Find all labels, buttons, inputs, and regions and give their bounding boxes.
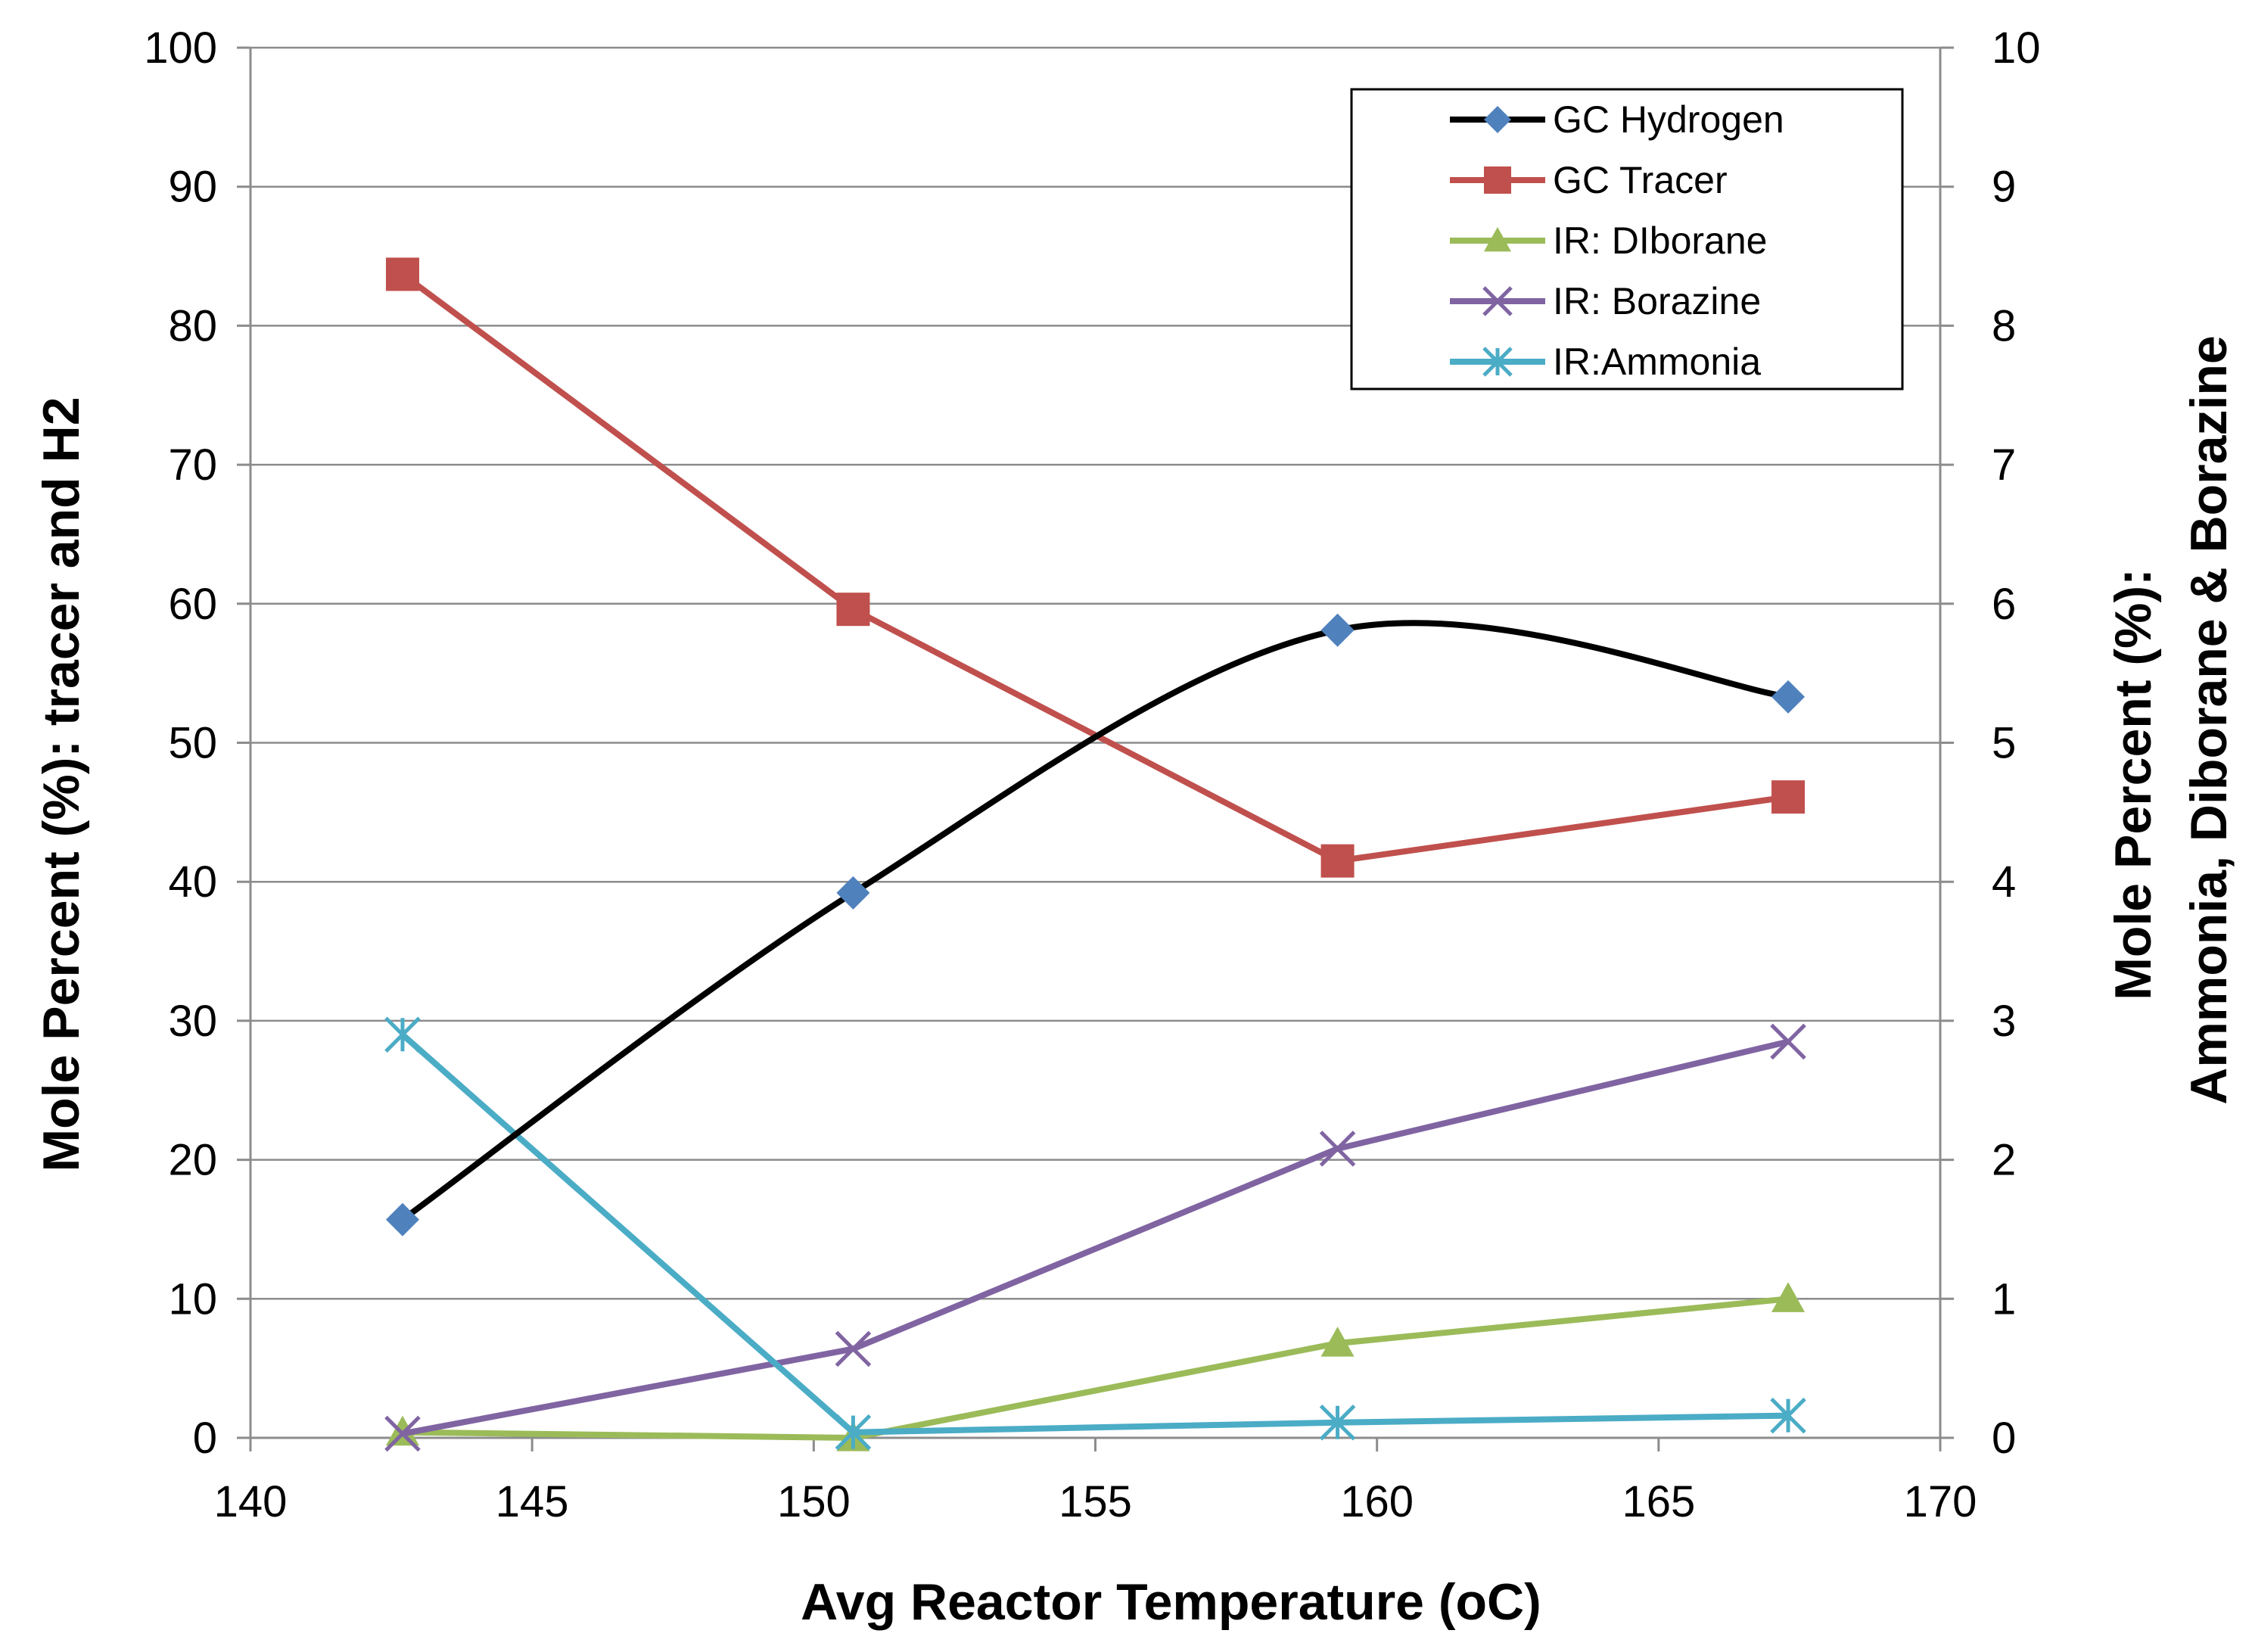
series-ir-ammonia — [384, 1016, 1806, 1451]
data-point-diamond — [385, 1202, 419, 1237]
x-tick-label: 150 — [777, 1477, 851, 1526]
data-point-x — [1770, 1023, 1806, 1060]
y-tick-label-right: 2 — [1992, 1136, 2016, 1185]
series-ir-diborane — [385, 1282, 1806, 1451]
legend-item-ir-borazine: IR: Borazine — [1450, 280, 1761, 322]
y-tick-label-left: 80 — [168, 301, 217, 350]
y-tick-label-right: 1 — [1992, 1274, 2016, 1324]
series-line — [400, 620, 1789, 1222]
y-tick-label-left: 50 — [168, 719, 217, 768]
data-point-x — [384, 1415, 421, 1452]
legend-item-ir-ammonia: IR:Ammonia — [1450, 341, 1761, 383]
y-tick-label-left: 20 — [168, 1136, 217, 1185]
y-tick-label-left: 30 — [168, 997, 217, 1046]
legend-label: IR: Borazine — [1553, 280, 1761, 322]
x-tick-label: 165 — [1622, 1477, 1695, 1526]
series — [384, 257, 1806, 1452]
axes — [237, 46, 1954, 1451]
x-tick-label: 140 — [214, 1477, 288, 1526]
x-axis-title: Avg Reactor Temperature (oC) — [801, 1573, 1541, 1631]
y-tick-label-right: 4 — [1992, 857, 2016, 907]
data-point-star — [1770, 1397, 1806, 1434]
data-point-square — [1320, 844, 1355, 878]
y-tick-label-left: 70 — [168, 440, 217, 490]
series-gc-hydrogen — [385, 613, 1806, 1237]
x-tick-label: 155 — [1059, 1477, 1132, 1526]
y-tick-label-left: 60 — [168, 580, 217, 629]
legend-item-ir-diborane: IR: DIborane — [1450, 219, 1767, 262]
series-line — [400, 1032, 1789, 1436]
data-point-diamond — [1320, 613, 1355, 647]
legend-item-gc-hydrogen: GC Hydrogen — [1450, 98, 1784, 141]
y-tick-label-right: 0 — [1992, 1414, 2016, 1463]
y-axis-title-right-line1: Mole Percent (%): — [2104, 568, 2162, 1000]
y-tick-label-left: 90 — [168, 163, 217, 212]
data-point-star — [1319, 1405, 1356, 1441]
y-tick-label-left: 40 — [168, 857, 217, 907]
data-point-square — [385, 257, 419, 291]
data-point-x — [835, 1330, 872, 1367]
legend-label: GC Tracer — [1553, 159, 1728, 201]
tick-labels: 0 10 20 30 40 50 60 70 80 90 100 0 1 2 3 4 5 6 7 8 9 10 140 145… — [144, 23, 2040, 1526]
y-axis-title-right-line2: Ammonia, Diborane & Borazine — [2180, 335, 2238, 1104]
legend-swatch-marker — [1484, 166, 1511, 194]
data-point-star — [835, 1414, 872, 1451]
legend-swatch-marker — [1482, 347, 1513, 377]
y-tick-label-right: 8 — [1992, 301, 2016, 350]
y-tick-label-right: 10 — [1992, 23, 2041, 73]
legend-label: GC Hydrogen — [1553, 98, 1784, 141]
y-tick-label-left: 0 — [193, 1414, 217, 1463]
x-tick-label: 170 — [1904, 1477, 1977, 1526]
x-tick-label: 145 — [496, 1477, 569, 1526]
data-point-square — [1771, 780, 1806, 814]
legend-label: IR:Ammonia — [1553, 341, 1761, 383]
series-line — [402, 1038, 1789, 1437]
data-point-triangle — [1771, 1282, 1806, 1312]
y-tick-label-left: 100 — [144, 23, 217, 73]
legend-item-gc-tracer: GC Tracer — [1450, 159, 1728, 201]
series-ir-borazine — [384, 1023, 1806, 1452]
data-point-diamond — [1771, 680, 1806, 714]
legend-swatch-marker — [1482, 286, 1513, 316]
legend-items: GC Hydrogen GC Tracer IR: DIborane IR: Bora… — [1450, 98, 1784, 383]
series-line — [402, 1296, 1789, 1441]
x-tick-label: 160 — [1340, 1477, 1414, 1526]
legend-box — [1350, 88, 1904, 390]
legend-swatch-marker — [1484, 106, 1511, 133]
y-axis-title-left: Mole Percent (%): tracer and H2 — [33, 397, 90, 1171]
y-tick-label-left: 10 — [168, 1274, 217, 1324]
y-tick-label-right: 7 — [1992, 440, 2016, 490]
y-tick-label-right: 5 — [1992, 719, 2016, 768]
data-point-x — [1319, 1131, 1356, 1167]
y-tick-label-right: 6 — [1992, 580, 2016, 629]
legend-label: IR: DIborane — [1553, 219, 1767, 262]
data-point-square — [836, 593, 870, 627]
y-tick-label-right: 9 — [1992, 163, 2016, 212]
legend-swatch-marker — [1484, 227, 1511, 252]
data-point-diamond — [836, 876, 870, 910]
gridlines — [250, 46, 1940, 1300]
legend: GC Hydrogen GC Tracer IR: DIborane IR: Bora… — [1350, 88, 1904, 390]
data-point-star — [384, 1016, 421, 1053]
data-point-triangle — [1320, 1327, 1355, 1357]
y-tick-label-right: 3 — [1992, 997, 2016, 1046]
